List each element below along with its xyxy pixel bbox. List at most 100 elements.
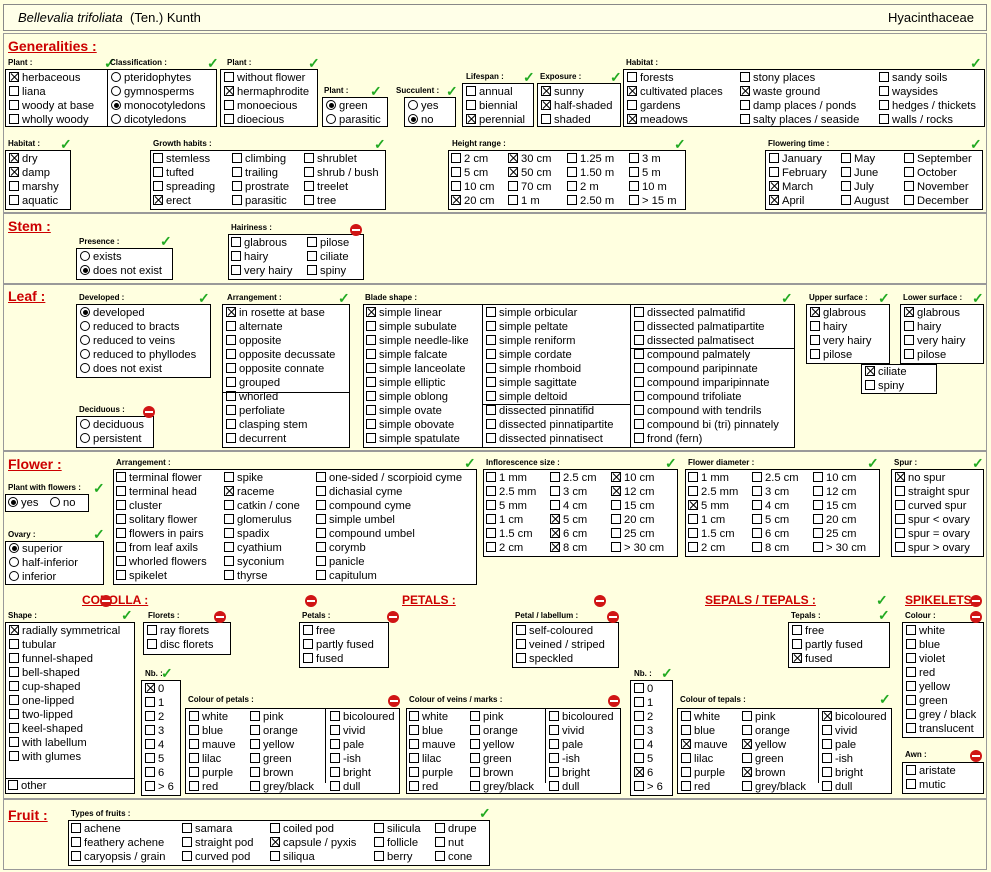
checkbox-mark[interactable] — [226, 405, 236, 415]
checkbox-mark[interactable] — [742, 725, 752, 735]
checkbox-very-hairy[interactable]: very hairy — [904, 334, 966, 348]
checkbox-mark[interactable] — [904, 335, 914, 345]
checkbox-spur-ovary[interactable]: spur = ovary — [895, 527, 970, 541]
checkbox-green[interactable]: green — [250, 752, 292, 766]
checkbox-mark[interactable] — [813, 528, 823, 538]
checkbox-mark[interactable] — [304, 167, 314, 177]
checkbox-mark[interactable] — [330, 781, 340, 791]
checkbox-mark[interactable] — [516, 625, 526, 635]
checkbox-blue[interactable]: blue — [906, 638, 940, 652]
radio-mark[interactable] — [80, 251, 90, 261]
checkbox-2-cm[interactable]: 2 cm — [688, 541, 725, 555]
checkbox-may[interactable]: May — [841, 152, 875, 166]
checkbox-lilac[interactable]: lilac — [681, 752, 713, 766]
checkbox-mark[interactable] — [250, 767, 260, 777]
checkbox-mark[interactable] — [224, 556, 234, 566]
checkbox-mark[interactable] — [792, 653, 802, 663]
checkbox-mark[interactable] — [688, 500, 698, 510]
checkbox-mark[interactable] — [182, 837, 192, 847]
checkbox-mark[interactable] — [634, 307, 644, 317]
checkbox-3[interactable]: 3 — [145, 724, 164, 738]
checkbox-mark[interactable] — [270, 823, 280, 833]
checkbox-grey-black[interactable]: grey / black — [906, 708, 976, 722]
radio-does-not-exist[interactable]: does not exist — [80, 264, 162, 278]
checkbox-mark[interactable] — [550, 528, 560, 538]
checkbox-2-cm[interactable]: 2 cm — [451, 152, 488, 166]
checkbox-mark[interactable] — [634, 419, 644, 429]
checkbox-mark[interactable] — [841, 167, 851, 177]
checkbox-solitary-flower[interactable]: solitary flower — [116, 513, 197, 527]
checkbox-mark[interactable] — [688, 514, 698, 524]
checkbox-compound-bi-tri-pinnately[interactable]: compound bi (tri) pinnately — [634, 418, 779, 432]
checkbox-pilose[interactable]: pilose — [307, 236, 349, 250]
radio-parasitic[interactable]: parasitic — [326, 113, 381, 127]
checkbox-mark[interactable] — [879, 114, 889, 124]
checkbox-mark[interactable] — [189, 725, 199, 735]
checkbox-mark[interactable] — [627, 86, 637, 96]
checkbox-dull[interactable]: dull — [822, 780, 852, 794]
checkbox-catkin-cone[interactable]: catkin / cone — [224, 499, 300, 513]
checkbox-mark[interactable] — [466, 114, 476, 124]
radio-mark[interactable] — [408, 114, 418, 124]
checkbox-blue[interactable]: blue — [409, 724, 443, 738]
checkbox-january[interactable]: January — [769, 152, 822, 166]
checkbox-cyathium[interactable]: cyathium — [224, 541, 282, 555]
checkbox-aristate[interactable]: aristate — [906, 764, 956, 778]
checkbox-mark[interactable] — [634, 433, 644, 443]
checkbox-mark[interactable] — [307, 237, 317, 247]
checkbox-simple-umbel[interactable]: simple umbel — [316, 513, 395, 527]
checkbox-mark[interactable] — [451, 167, 461, 177]
radio-mark[interactable] — [80, 265, 90, 275]
checkbox-1-25-m[interactable]: 1.25 m — [567, 152, 614, 166]
checkbox-perfoliate[interactable]: perfoliate — [226, 404, 285, 418]
checkbox-mauve[interactable]: mauve — [681, 738, 728, 752]
checkbox-mark[interactable] — [224, 500, 234, 510]
checkbox-mark[interactable] — [116, 528, 126, 538]
checkbox-mark[interactable] — [486, 349, 496, 359]
checkbox-silicula[interactable]: silicula — [374, 822, 421, 836]
checkbox-damp-places-ponds[interactable]: damp places / ponds — [740, 99, 856, 113]
checkbox-mark[interactable] — [470, 711, 480, 721]
checkbox-mark[interactable] — [813, 542, 823, 552]
checkbox-mark[interactable] — [153, 167, 163, 177]
radio-mark[interactable] — [326, 114, 336, 124]
checkbox-mark[interactable] — [366, 405, 376, 415]
checkbox-mark[interactable] — [752, 500, 762, 510]
checkbox-mark[interactable] — [810, 307, 820, 317]
checkbox-mark[interactable] — [330, 725, 340, 735]
checkbox-mark[interactable] — [145, 683, 155, 693]
checkbox-opposite[interactable]: opposite — [226, 334, 281, 348]
checkbox-speckled[interactable]: speckled — [516, 652, 573, 666]
checkbox-dissected-palmatisect[interactable]: dissected palmatisect — [634, 334, 754, 348]
checkbox-partly-fused[interactable]: partly fused — [792, 638, 863, 652]
checkbox-mark[interactable] — [611, 528, 621, 538]
checkbox-mark[interactable] — [550, 514, 560, 524]
checkbox-15-cm[interactable]: 15 cm — [611, 499, 654, 513]
checkbox-1-5-cm[interactable]: 1.5 cm — [688, 527, 735, 541]
checkbox-brown[interactable]: brown — [742, 766, 785, 780]
checkbox-mark[interactable] — [904, 181, 914, 191]
radio-mark[interactable] — [111, 100, 121, 110]
checkbox-mark[interactable] — [116, 486, 126, 496]
checkbox-mark[interactable] — [681, 781, 691, 791]
checkbox-mark[interactable] — [550, 500, 560, 510]
checkbox-walls-rocks[interactable]: walls / rocks — [879, 113, 953, 127]
checkbox-mark[interactable] — [549, 753, 559, 763]
checkbox-mark[interactable] — [634, 739, 644, 749]
checkbox-feathery-achene[interactable]: feathery achene — [71, 836, 164, 850]
checkbox-mark[interactable] — [316, 514, 326, 524]
radio-does-not-exist[interactable]: does not exist — [80, 362, 162, 376]
checkbox-mark[interactable] — [541, 86, 551, 96]
checkbox-ray-florets[interactable]: ray florets — [147, 624, 209, 638]
checkbox-mark[interactable] — [841, 181, 851, 191]
checkbox-corymb[interactable]: corymb — [316, 541, 366, 555]
checkbox-mark[interactable] — [9, 639, 19, 649]
checkbox-december[interactable]: December — [904, 194, 969, 208]
checkbox-mark[interactable] — [374, 823, 384, 833]
checkbox-mark[interactable] — [9, 86, 19, 96]
checkbox-mark[interactable] — [742, 711, 752, 721]
checkbox-mark[interactable] — [9, 681, 19, 691]
checkbox-2[interactable]: 2 — [145, 710, 164, 724]
checkbox-mark[interactable] — [810, 335, 820, 345]
checkbox-hairy[interactable]: hairy — [810, 320, 847, 334]
